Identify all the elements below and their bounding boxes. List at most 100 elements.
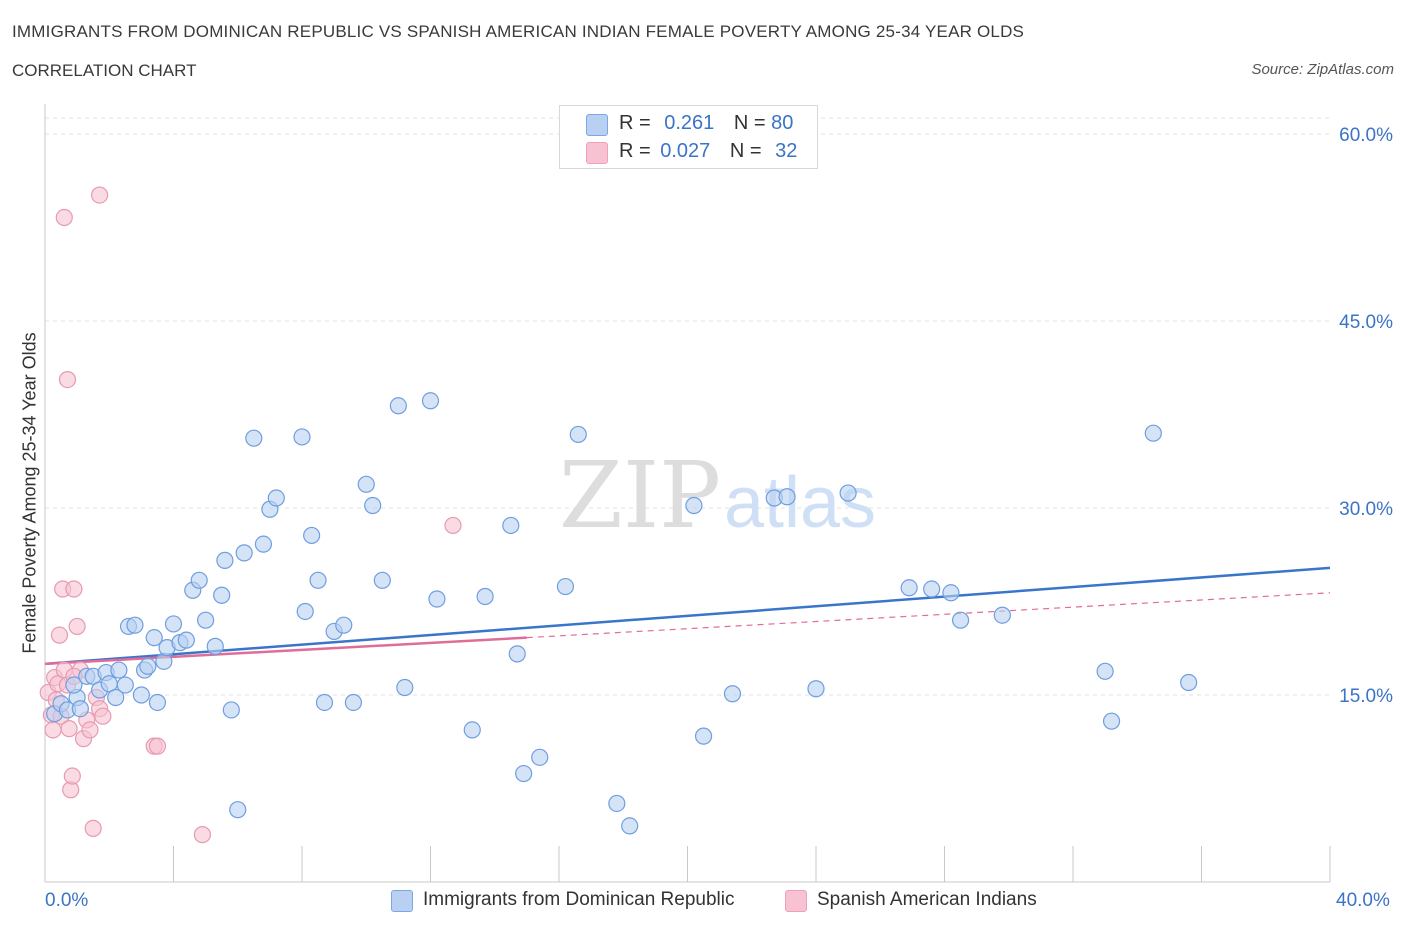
data-point-pink (148, 737, 167, 755)
legend-swatch-pink (586, 142, 608, 164)
data-point-blue (923, 580, 941, 598)
data-point-blue (373, 571, 391, 589)
watermark-atlas: atlas (724, 463, 876, 543)
data-point-blue (344, 693, 362, 712)
legend-n-label: N = (733, 112, 766, 134)
data-point-pink (91, 186, 109, 204)
data-point-blue (569, 425, 587, 444)
data-point-blue (116, 676, 134, 694)
data-point-blue (254, 535, 273, 553)
bottom-legend-swatch-blue (391, 890, 413, 912)
data-point-blue (476, 587, 494, 606)
data-point-blue (951, 611, 970, 629)
data-point-blue (296, 602, 314, 621)
data-point-blue (502, 516, 520, 535)
bottom-legend-swatch-pink (785, 890, 807, 912)
trend-lines (44, 566, 1331, 666)
data-point-blue (206, 637, 224, 655)
data-point-blue (778, 488, 796, 506)
data-point-pink (444, 516, 462, 535)
data-point-blue (508, 645, 526, 663)
data-point-blue (235, 544, 253, 562)
data-point-blue (245, 429, 263, 447)
data-point-blue (1180, 673, 1198, 692)
data-point-blue (197, 611, 215, 629)
y-tick-label: 60.0% (1339, 125, 1393, 146)
data-point-blue (110, 661, 128, 679)
pink-points (39, 186, 462, 844)
bottom-legend-label-blue: Immigrants from Dominican Republic (423, 889, 735, 910)
legend-n-value-blue: 80 (771, 112, 794, 134)
data-point-blue (685, 496, 703, 515)
axes (44, 104, 1331, 883)
grid-lines (45, 117, 1330, 696)
data-point-blue (364, 496, 382, 515)
data-point-pink (81, 721, 99, 739)
data-point-blue (389, 397, 407, 415)
data-point-blue (145, 629, 163, 647)
data-point-blue (132, 686, 150, 704)
correlation-legend: R = 0.261 N = 80 R = 0.027 N = 32 (559, 105, 818, 169)
data-point-pink (65, 580, 83, 598)
data-point-pink (84, 819, 102, 837)
data-point-pink (94, 707, 112, 725)
y-axis-label: Female Poverty Among 25-34 Year Olds (19, 332, 40, 654)
legend-swatch-blue (586, 114, 608, 136)
data-point-blue (993, 606, 1011, 624)
chart-title: IMMIGRANTS FROM DOMINICAN REPUBLIC VS SP… (12, 22, 1025, 41)
data-point-blue (723, 685, 742, 703)
data-point-blue (942, 584, 960, 602)
y-tick-label: 45.0% (1339, 312, 1393, 333)
legend-n-value-pink: 32 (775, 140, 798, 162)
data-point-blue (1096, 662, 1114, 680)
data-point-blue (421, 392, 440, 410)
data-point-blue (164, 615, 183, 633)
legend-r-value-pink: 0.027 (660, 140, 711, 162)
x-tick-label-min: 0.0% (45, 890, 89, 911)
chart-subtitle: CORRELATION CHART (12, 61, 197, 80)
data-point-blue (1102, 712, 1121, 730)
data-point-blue (177, 631, 195, 649)
data-point-blue (190, 571, 208, 589)
data-point-blue (107, 688, 125, 707)
trend-line-pink-dashed (526, 592, 1331, 639)
data-point-blue (293, 428, 311, 446)
data-point-blue (303, 526, 321, 545)
bottom-legend-label-pink: Spanish American Indians (817, 889, 1037, 910)
watermark: ZIP atlas (559, 442, 876, 549)
data-point-blue (213, 586, 231, 604)
legend-r-label: R = (619, 140, 651, 162)
data-point-blue (556, 577, 575, 596)
data-point-blue (463, 721, 481, 739)
data-point-pink (63, 767, 81, 785)
data-point-pink (58, 370, 77, 389)
data-point-blue (335, 616, 353, 634)
data-point-blue (71, 700, 89, 718)
trend-line-pink (44, 636, 527, 666)
data-point-blue (309, 571, 327, 589)
data-point-blue (126, 616, 144, 634)
data-point-pink (55, 208, 73, 227)
x-tick-label-max: 40.0% (1336, 890, 1390, 911)
data-point-blue (357, 475, 375, 493)
data-point-blue (222, 701, 240, 719)
watermark-zip: ZIP (559, 442, 721, 549)
data-point-blue (694, 727, 713, 745)
data-point-blue (1144, 424, 1162, 442)
data-point-blue (139, 657, 157, 675)
legend-r-label: R = (619, 112, 651, 134)
data-point-blue (396, 678, 414, 697)
data-point-blue (216, 551, 234, 569)
data-point-blue (428, 590, 446, 608)
data-point-blue (621, 817, 639, 835)
data-point-blue (608, 794, 626, 813)
data-point-blue (531, 748, 549, 766)
data-point-blue (807, 680, 825, 698)
y-tick-labels: 15.0% 30.0% 45.0% 60.0% (1339, 125, 1393, 707)
data-point-blue (229, 801, 247, 819)
legend-n-label: N = (729, 140, 762, 162)
data-point-pink (60, 720, 78, 738)
source-label: Source: ZipAtlas.com (1251, 61, 1394, 78)
data-point-blue (148, 693, 167, 712)
